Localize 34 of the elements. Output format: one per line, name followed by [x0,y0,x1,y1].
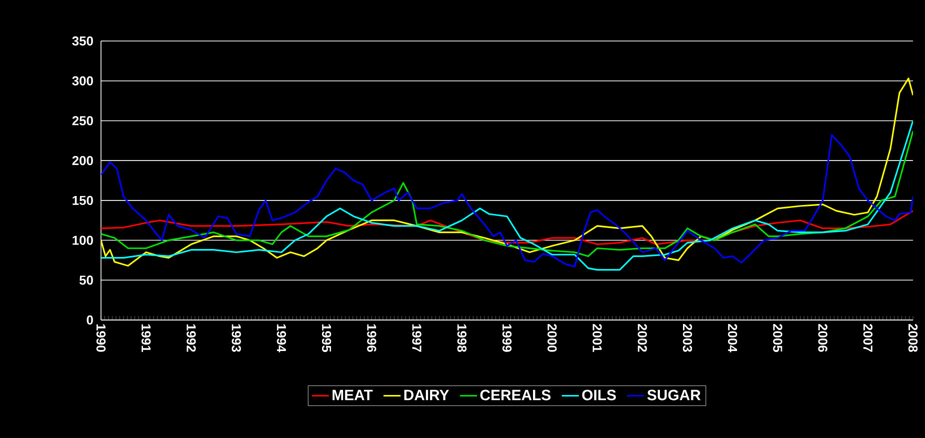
x-tick-label: 1993 [232,324,241,352]
x-tick-label: 2002 [638,324,647,352]
line-series [101,78,914,267]
line-series [101,210,914,246]
legend-label: MEAT [332,390,373,400]
x-tick-label: 1998 [457,324,466,352]
y-tick-label: 350 [72,36,93,46]
y-tick-label: 0 [86,315,93,325]
y-tick-label: 150 [72,196,93,206]
x-tick-label: 1995 [322,324,332,352]
x-tick-label: 2003 [682,324,692,352]
legend-label: SUGAR [647,390,701,400]
x-tick-label: 1999 [502,324,512,352]
x-tick-label: 2008 [908,324,918,352]
legend-label: CEREALS [480,390,551,400]
x-tick-label: 1994 [276,324,286,352]
legend-label: DAIRY [404,390,450,400]
x-tick-label: 1997 [412,324,422,352]
y-tick-label: 100 [72,236,93,245]
x-tick-label: 1992 [186,324,196,352]
x-tick-label: 1996 [367,324,376,352]
legend-label: OILS [582,390,616,400]
y-tick-label: 300 [72,76,93,86]
x-tick-label: 1991 [142,324,151,352]
y-tick-label: 50 [79,276,93,285]
x-tick-label: 2005 [773,324,782,352]
x-tick-label: 2006 [818,324,828,352]
x-tick-label: 2000 [548,324,557,352]
x-tick-label: 2007 [863,324,872,352]
x-tick-label: 2004 [728,324,738,352]
y-tick-label: 250 [72,116,93,126]
y-tick-label: 200 [72,156,93,166]
x-tick-label: 2001 [592,324,602,352]
x-tick-label: 1990 [96,324,106,352]
